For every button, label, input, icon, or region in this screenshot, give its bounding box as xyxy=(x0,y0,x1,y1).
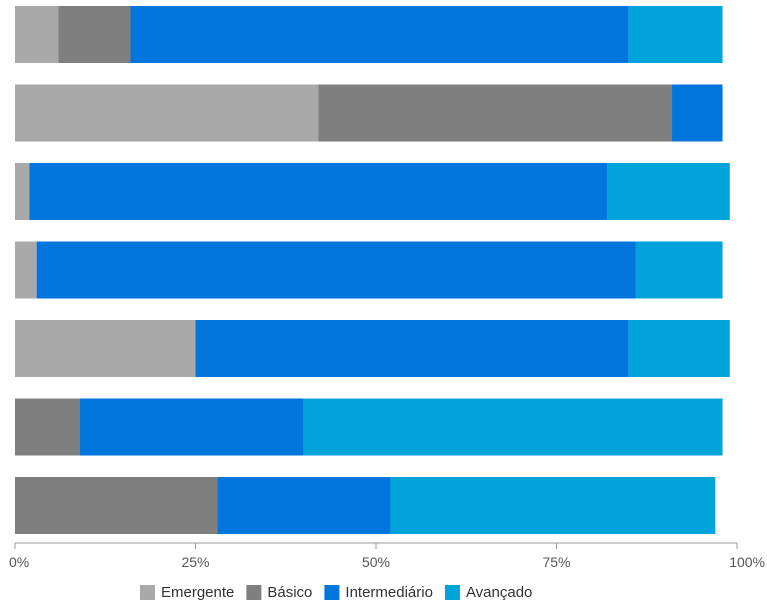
bar-segment-intermediário-row-3 xyxy=(29,163,608,220)
bar-segment-emergente-row-3 xyxy=(15,163,30,220)
legend-label-avançado: Avançado xyxy=(466,584,532,601)
bar-segment-avançado-row-7 xyxy=(390,477,716,534)
bar-row-5 xyxy=(15,320,730,377)
bar-row-2 xyxy=(15,84,723,142)
bar-segment-intermediário-row-1 xyxy=(130,6,629,63)
bar-segment-emergente-row-1 xyxy=(15,6,59,63)
bar-segment-avançado-row-6 xyxy=(303,398,723,456)
legend-swatch-intermediário xyxy=(324,585,340,600)
x-tick-label-1: 0% xyxy=(9,554,29,570)
x-tick-label-3: 50% xyxy=(362,554,390,570)
x-axis-ticks: 0% 25% 50% 75% 100% xyxy=(9,543,765,570)
legend: Emergente Básico Intermediário Avançado xyxy=(140,584,532,601)
legend-swatch-emergente xyxy=(140,585,155,600)
legend-item-intermediário[interactable]: Intermediário xyxy=(324,584,433,601)
bar-segment-emergente-row-2 xyxy=(15,84,319,142)
legend-swatch-avançado xyxy=(444,585,460,600)
bar-row-7 xyxy=(15,477,716,534)
bar-segment-básico-row-2 xyxy=(318,84,673,142)
legend-item-emergente[interactable]: Emergente xyxy=(140,584,234,601)
bar-segment-intermediário-row-4 xyxy=(36,241,636,299)
bar-segment-básico-row-7 xyxy=(15,477,218,534)
bar-segment-avançado-row-5 xyxy=(628,320,730,377)
bar-segment-intermediário-row-2 xyxy=(672,84,723,142)
legend-item-avançado[interactable]: Avançado xyxy=(444,584,532,601)
bar-segment-intermediário-row-6 xyxy=(79,398,304,456)
bar-row-4 xyxy=(15,241,723,299)
legend-label-emergente: Emergente xyxy=(161,584,234,601)
legend-label-básico: Básico xyxy=(267,584,312,601)
bar-row-3 xyxy=(15,163,730,220)
bar-row-6 xyxy=(15,398,723,456)
legend-swatch-básico xyxy=(246,585,262,600)
x-tick-label-4: 75% xyxy=(542,554,570,570)
x-tick-label-5: 100% xyxy=(729,554,765,570)
bar-segment-intermediário-row-5 xyxy=(195,320,629,377)
bar-segment-intermediário-row-7 xyxy=(217,477,391,534)
bar-segment-avançado-row-4 xyxy=(635,241,723,299)
bar-segment-avançado-row-3 xyxy=(607,163,730,220)
legend-label-intermediário: Intermediário xyxy=(345,584,433,601)
bars-group xyxy=(15,6,730,534)
bar-segment-avançado-row-1 xyxy=(628,6,723,63)
bar-segment-emergente-row-5 xyxy=(15,320,196,377)
legend-item-básico[interactable]: Básico xyxy=(246,584,312,601)
x-tick-label-2: 25% xyxy=(181,554,209,570)
bar-segment-emergente-row-4 xyxy=(15,241,37,299)
bar-segment-básico-row-6 xyxy=(15,398,80,456)
bar-row-1 xyxy=(15,6,723,63)
bar-segment-básico-row-1 xyxy=(58,6,131,63)
